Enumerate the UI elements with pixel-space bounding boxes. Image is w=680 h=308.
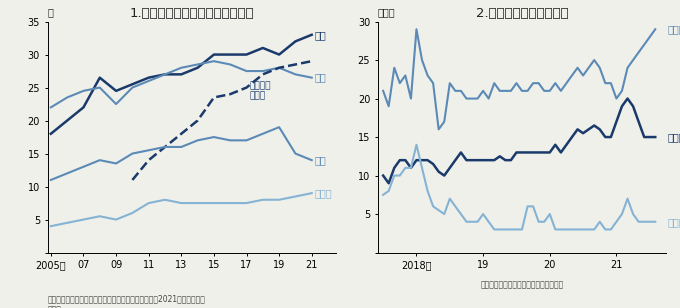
Title: 2.中国への産業別輸出額: 2.中国への産業別輸出額 bbox=[476, 7, 568, 20]
Text: 日本・電機: 日本・電機 bbox=[668, 24, 680, 34]
Text: （出所）国連商品貴易統計データベース、日米以外は2021年のデータは
未公開: （出所）国連商品貴易統計データベース、日米以外は2021年のデータは 未公開 bbox=[48, 294, 205, 308]
Text: オースト
ラリア: オースト ラリア bbox=[250, 81, 271, 100]
Text: 米国・電機: 米国・電機 bbox=[668, 132, 680, 142]
Text: 米国: 米国 bbox=[315, 155, 327, 165]
Text: 日本: 日本 bbox=[315, 73, 327, 83]
Text: （出所）国連商品貴易統計データベース: （出所）国連商品貴易統計データベース bbox=[481, 280, 564, 289]
Text: 億ドル: 億ドル bbox=[378, 7, 396, 17]
Text: ％: ％ bbox=[48, 7, 54, 17]
Text: 米国・航空機: 米国・航空機 bbox=[668, 217, 680, 227]
Text: ドイツ: ドイツ bbox=[315, 188, 333, 198]
Title: 1.部品輸入における中国のシェア: 1.部品輸入における中国のシェア bbox=[130, 7, 254, 20]
Text: 銃国: 銃国 bbox=[315, 30, 327, 40]
